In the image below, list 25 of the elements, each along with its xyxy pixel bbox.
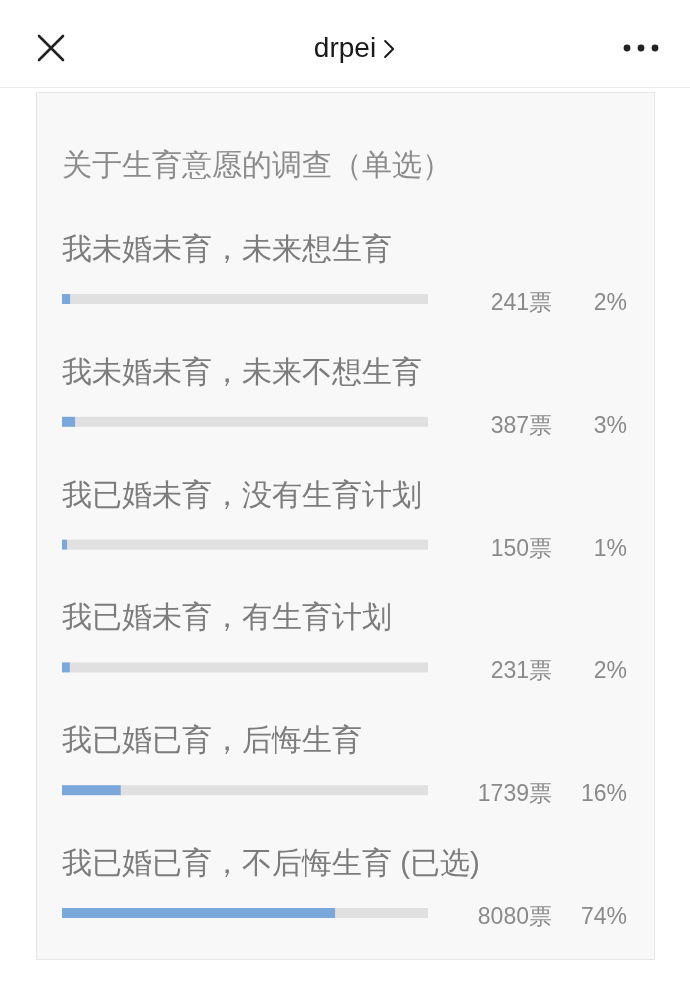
data-label: 241票: [490, 289, 552, 315]
chart-title: 关于生育意愿的调查（单选）: [62, 148, 452, 181]
bar: [62, 539, 68, 550]
text: drpei: [313, 32, 377, 63]
y-tick-label: 我已婚已育，后悔生育: [62, 723, 362, 757]
text: 3%: [593, 411, 627, 438]
y-tick-label: 我已婚未育，没有生育计划: [62, 477, 422, 511]
y-tick-label: 我未婚未育，未来想生育: [62, 232, 392, 265]
y-tick-label: 我未婚未育，未来不想生育: [62, 354, 422, 388]
text: 2%: [593, 657, 627, 684]
bar: [62, 416, 76, 427]
data-label: 8080票: [477, 903, 552, 929]
data-label: 231票: [490, 657, 552, 684]
bar: [62, 294, 71, 304]
text: 1%: [593, 534, 627, 561]
text: 74%: [580, 903, 627, 929]
bar: [62, 785, 121, 796]
y-tick-label: 我已婚已育，不后悔生育 (已选): [62, 846, 480, 879]
data-label: 1739票: [477, 780, 552, 807]
text: 2%: [593, 289, 627, 315]
bar: [62, 662, 70, 673]
text: 16%: [580, 780, 627, 807]
data-label: 387票: [490, 411, 552, 438]
data-label: 150票: [490, 534, 552, 561]
y-tick-label: 我已婚未育，有生育计划: [62, 600, 392, 634]
